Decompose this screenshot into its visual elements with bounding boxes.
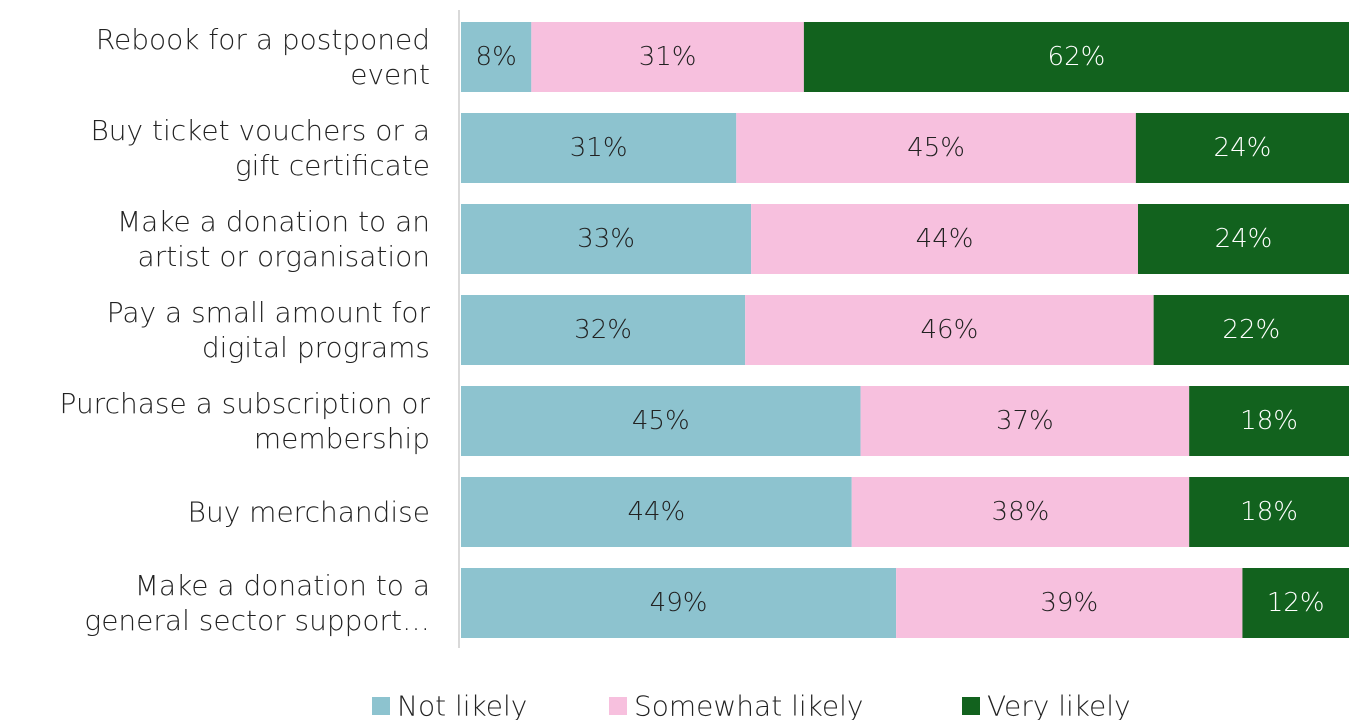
data-label-very-likely-5: 18% xyxy=(1240,497,1298,527)
data-label-very-likely-1: 24% xyxy=(1214,133,1272,163)
legend-swatch-not-likely xyxy=(372,697,390,715)
data-label-not-likely-6: 49% xyxy=(650,588,708,618)
category-label-line: Pay a small amount for xyxy=(107,296,431,329)
category-labels-group: Rebook for a postponed event Buy ticket vo… xyxy=(60,23,431,637)
data-label-somewhat-likely-6: 39% xyxy=(1040,588,1098,618)
data-label-not-likely-1: 31% xyxy=(570,133,628,163)
data-label-very-likely-6: 12% xyxy=(1267,588,1325,618)
legend-label-very-likely: Very likely xyxy=(987,690,1131,720)
category-label-line: artist or organisation xyxy=(138,240,430,273)
category-label-line: Buy merchandise xyxy=(188,496,430,529)
category-label-line: Make a donation to an xyxy=(117,205,430,238)
data-label-not-likely-2: 33% xyxy=(577,224,635,254)
category-label-1: Buy ticket vouchers or a gift certificate xyxy=(90,114,430,182)
data-label-somewhat-likely-1: 45% xyxy=(907,133,965,163)
category-label-0: Rebook for a postponed event xyxy=(96,23,430,91)
category-label-line: digital programs xyxy=(202,331,430,364)
data-label-not-likely-4: 45% xyxy=(632,406,690,436)
category-label-line: Rebook for a postponed xyxy=(96,23,430,56)
data-label-not-likely-0: 8% xyxy=(476,42,517,72)
data-label-somewhat-likely-4: 37% xyxy=(996,406,1054,436)
data-label-very-likely-0: 62% xyxy=(1048,42,1106,72)
legend-label-somewhat-likely: Somewhat likely xyxy=(634,690,863,720)
category-label-line: event xyxy=(350,58,430,91)
data-label-not-likely-5: 44% xyxy=(627,497,685,527)
data-label-somewhat-likely-0: 31% xyxy=(639,42,697,72)
category-label-2: Make a donation to an artist or organisat… xyxy=(117,205,430,273)
category-label-line: membership xyxy=(254,422,430,455)
legend: Not likely Somewhat likely Very likely xyxy=(372,690,1131,720)
data-label-very-likely-4: 18% xyxy=(1240,406,1298,436)
category-label-line: gift certificate xyxy=(235,149,430,182)
data-label-not-likely-3: 32% xyxy=(574,315,632,345)
data-label-very-likely-3: 22% xyxy=(1222,315,1280,345)
data-label-somewhat-likely-5: 38% xyxy=(992,497,1050,527)
category-label-4: Purchase a subscription or membership xyxy=(60,387,431,455)
category-label-line: Purchase a subscription or xyxy=(60,387,431,420)
category-label-3: Pay a small amount for digital programs xyxy=(107,296,431,364)
category-label-line: Make a donation to a xyxy=(135,569,430,602)
legend-swatch-very-likely xyxy=(962,697,980,715)
data-label-somewhat-likely-2: 44% xyxy=(916,224,974,254)
bars-group: 8% 31% 62% 31% 45% 24% 33% 44% 24% 32% 46% 22% 45% 37… xyxy=(461,22,1349,638)
legend-swatch-somewhat-likely xyxy=(609,697,627,715)
category-label-line: Buy ticket vouchers or a xyxy=(90,114,430,147)
data-label-very-likely-2: 24% xyxy=(1215,224,1273,254)
legend-label-not-likely: Not likely xyxy=(397,690,527,720)
category-label-6: Make a donation to a general sector suppo… xyxy=(84,569,430,637)
data-label-somewhat-likely-3: 46% xyxy=(921,315,979,345)
category-label-5: Buy merchandise xyxy=(188,496,430,529)
category-label-line: general sector support… xyxy=(84,604,430,637)
